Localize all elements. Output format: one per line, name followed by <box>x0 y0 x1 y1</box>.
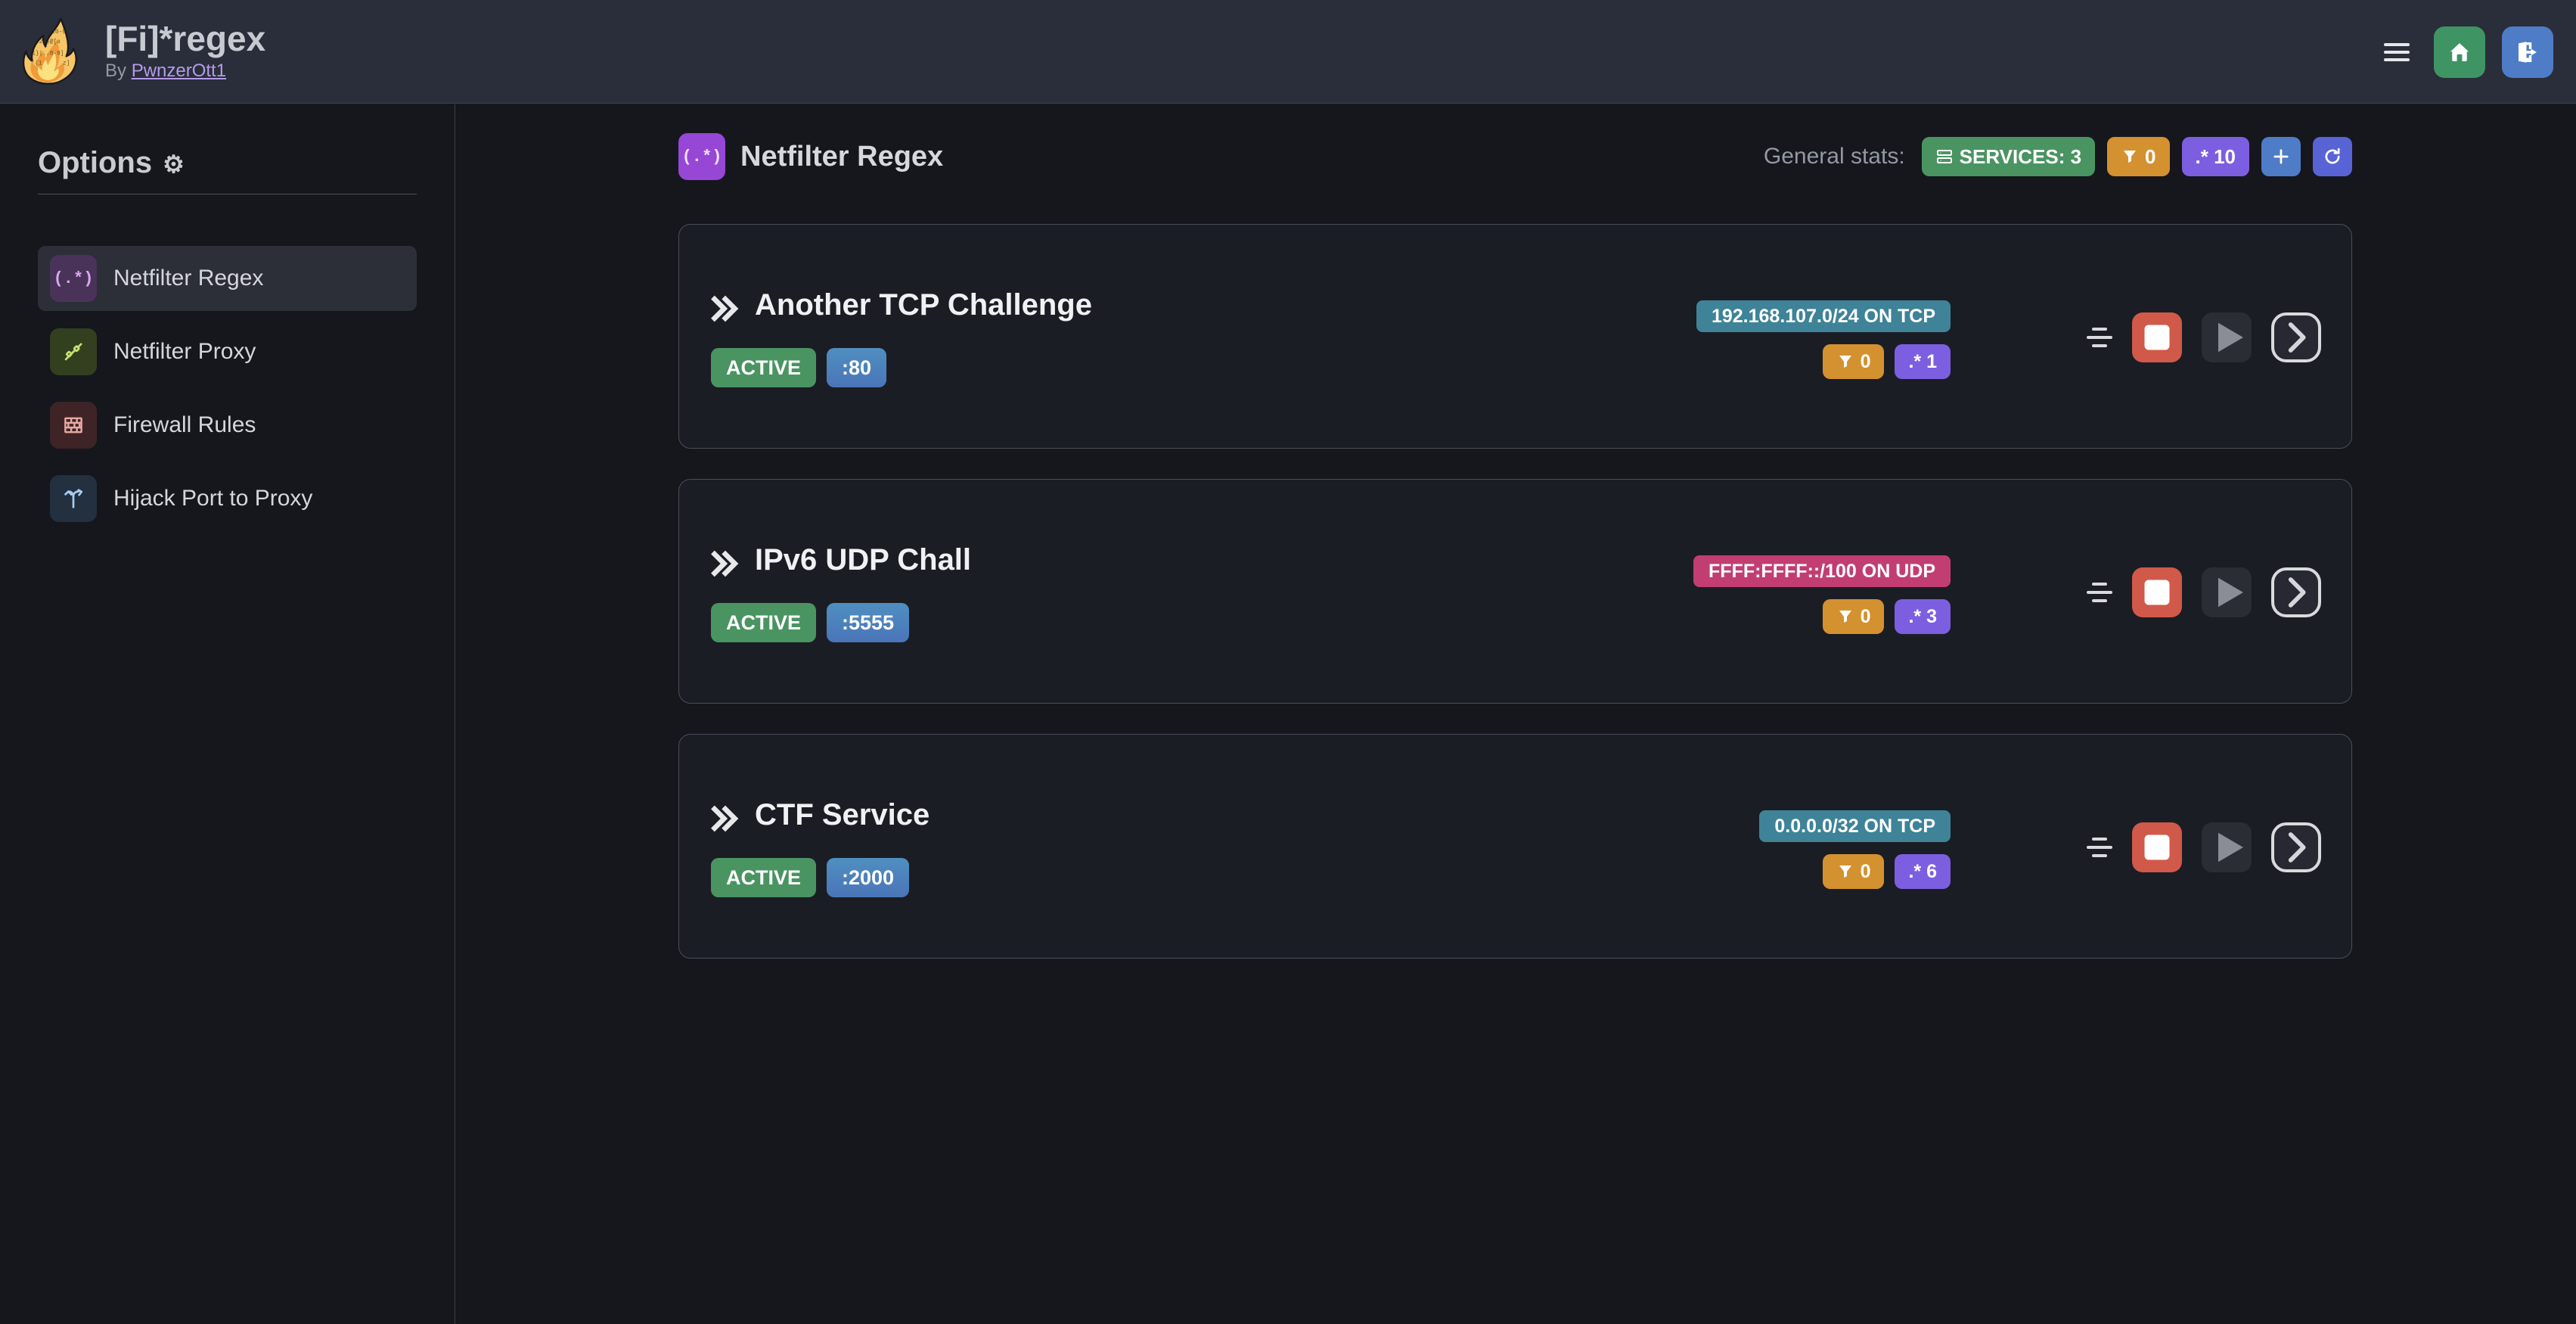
svg-text:z]: z] <box>63 60 70 67</box>
svg-text:a-z0-9: a-z0-9 <box>45 29 66 36</box>
svg-text:20}@[a: 20}@[a <box>39 39 61 45</box>
svg-text:{1: {1 <box>35 60 42 67</box>
svg-text:{1}|..0-9]: {1}|..0-9] <box>29 51 64 57</box>
